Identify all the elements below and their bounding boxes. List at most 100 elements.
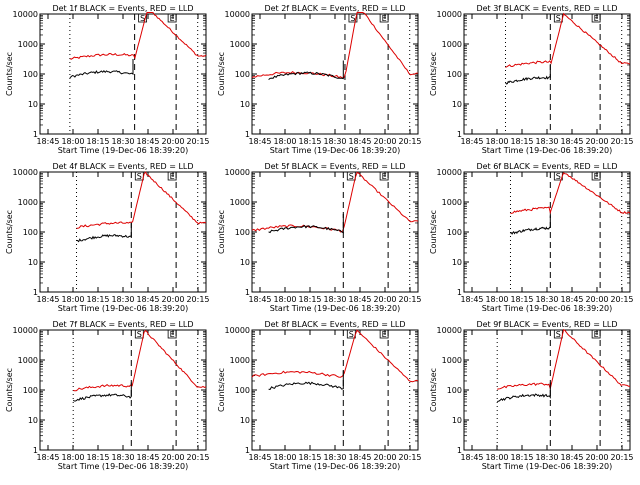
marker-s-box [346,171,356,181]
x-tick-label: 18:30 [535,137,558,146]
x-tick-label: 18:45 [460,295,483,304]
x-tick-label: 18:45 [560,453,583,462]
x-tick-label: 18:45 [248,295,271,304]
y-tick-label: 1 [457,288,462,297]
y-tick-label: 1000 [18,198,38,207]
x-axis-label: Start Time (19-Dec-06 18:39:20) [58,304,189,313]
x-tick-label: 20:00 [585,137,608,146]
y-tick-label: 10 [452,258,462,267]
y-tick-label: 10 [452,100,462,109]
y-tick-label: 10000 [13,326,38,335]
y-tick-label: 10000 [437,10,462,19]
x-tick-label: 18:45 [348,137,371,146]
plot-frame [463,171,631,293]
x-axis-label: Start Time (19-Dec-06 18:39:20) [270,146,401,155]
y-tick-label: 10000 [437,168,462,177]
panel-title: Det 6f BLACK = Events, RED = LLD [476,162,617,171]
x-tick-label: 20:00 [373,137,396,146]
marker-e: E [170,330,175,339]
x-tick-label: 18:45 [348,295,371,304]
x-tick-label: 18:00 [273,137,296,146]
lld-trace [251,171,419,233]
x-tick-label: 18:15 [510,453,533,462]
marker-e: E [594,172,599,181]
x-tick-label: 20:15 [186,295,209,304]
x-axis-label: Start Time (19-Dec-06 18:39:20) [58,462,189,471]
x-tick-label: 18:45 [36,295,59,304]
y-tick-label: 10 [240,416,250,425]
y-tick-label: 1000 [230,40,250,49]
events-trace [510,215,551,235]
y-tick-label: 100 [23,70,38,79]
x-tick-label: 18:45 [36,453,59,462]
marker-e: E [382,172,387,181]
y-tick-label: 100 [447,386,462,395]
panel-5: Det 5f BLACK = Events, RED = LLD 1 10 100 10… [217,162,422,313]
plot-frame [463,329,631,451]
plot-frame [39,171,207,293]
y-tick-label: 1 [33,288,38,297]
x-axis-label: Start Time (19-Dec-06 18:39:20) [482,462,613,471]
x-tick-label: 20:15 [398,295,421,304]
y-tick-label: 10 [28,416,38,425]
panel-title: Det 9f BLACK = Events, RED = LLD [476,320,617,329]
y-axis-label: Counts/sec [429,368,438,412]
x-tick-label: 20:00 [161,453,184,462]
x-tick-label: 18:00 [273,453,296,462]
marker-e: E [594,14,599,23]
x-tick-label: 18:45 [136,137,159,146]
plot-frame [251,13,419,135]
x-tick-label: 20:15 [398,137,421,146]
y-tick-label: 1 [245,288,250,297]
events-trace [76,223,132,243]
events-trace [72,382,132,402]
marker-e-box [591,329,601,339]
x-tick-label: 18:30 [111,453,134,462]
x-tick-label: 18:15 [86,453,109,462]
plot-frame [251,171,419,293]
x-tick-label: 18:00 [273,295,296,304]
lld-trace [251,329,419,383]
y-tick-label: 100 [447,228,462,237]
x-tick-label: 20:00 [161,137,184,146]
y-axis-label: Counts/sec [217,52,226,96]
marker-e: E [594,330,599,339]
x-axis-label: Start Time (19-Dec-06 18:39:20) [270,304,401,313]
x-tick-label: 20:15 [398,453,421,462]
x-tick-label: 20:15 [610,453,633,462]
x-tick-label: 18:45 [460,137,483,146]
x-tick-label: 18:00 [485,453,508,462]
y-axis-label: Counts/sec [217,368,226,412]
y-tick-label: 1 [33,446,38,455]
x-tick-label: 18:30 [323,453,346,462]
y-tick-label: 1 [33,130,38,139]
marker-e-box [591,13,601,23]
events-trace [497,382,551,402]
marker-e-box [167,13,177,23]
marker-s: S [349,172,354,181]
y-tick-label: 100 [235,70,250,79]
x-tick-label: 18:00 [61,137,84,146]
marker-e: E [170,14,175,23]
plot-frame [251,329,419,451]
y-axis-label: Counts/sec [429,52,438,96]
y-axis-label: Counts/sec [5,52,14,96]
y-tick-label: 10000 [225,168,250,177]
x-tick-label: 20:00 [373,453,396,462]
x-tick-label: 18:30 [535,295,558,304]
x-tick-label: 18:00 [485,295,508,304]
panel-title: Det 1f BLACK = Events, RED = LLD [52,4,193,13]
x-tick-label: 18:00 [61,453,84,462]
y-tick-label: 10 [28,258,38,267]
x-tick-label: 18:30 [111,295,134,304]
x-tick-label: 20:00 [161,295,184,304]
y-tick-label: 100 [235,228,250,237]
x-tick-label: 18:00 [61,295,84,304]
plot-frame [39,329,207,451]
y-tick-label: 1 [245,130,250,139]
panel-8: Det 8f BLACK = Events, RED = LLD 1 10 100 10… [217,320,422,471]
marker-e: E [382,14,387,23]
y-tick-label: 10000 [225,326,250,335]
panel-3: Det 3f BLACK = Events, RED = LLD 1 10 100 10… [429,4,634,155]
